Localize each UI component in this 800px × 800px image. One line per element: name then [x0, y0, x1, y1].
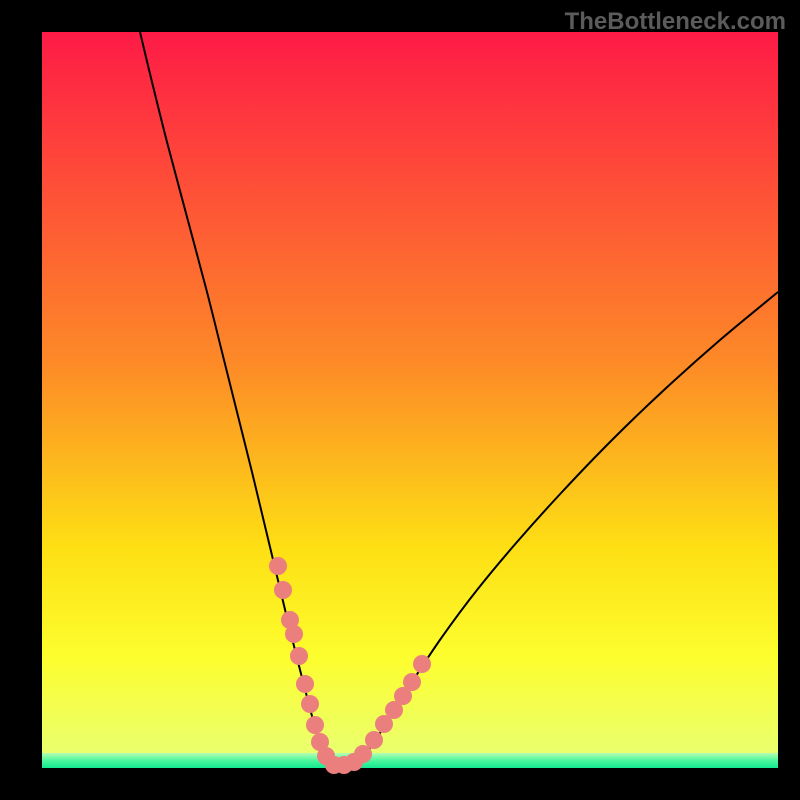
- marker-dot: [413, 655, 431, 673]
- marker-dot: [306, 716, 324, 734]
- marker-dot: [365, 731, 383, 749]
- marker-dot: [290, 647, 308, 665]
- curve-group: [140, 32, 778, 766]
- marker-dot: [296, 675, 314, 693]
- marker-dot: [274, 581, 292, 599]
- markers-group: [269, 557, 431, 774]
- watermark-text: TheBottleneck.com: [565, 8, 786, 36]
- marker-dot: [354, 745, 372, 763]
- chart-svg-layer: [0, 0, 800, 800]
- chart-container: { "canvas": { "width": 800, "height": 80…: [0, 0, 800, 800]
- marker-dot: [269, 557, 287, 575]
- marker-dot: [301, 695, 319, 713]
- marker-dot: [285, 625, 303, 643]
- v-curve-path: [140, 32, 778, 766]
- marker-dot: [403, 673, 421, 691]
